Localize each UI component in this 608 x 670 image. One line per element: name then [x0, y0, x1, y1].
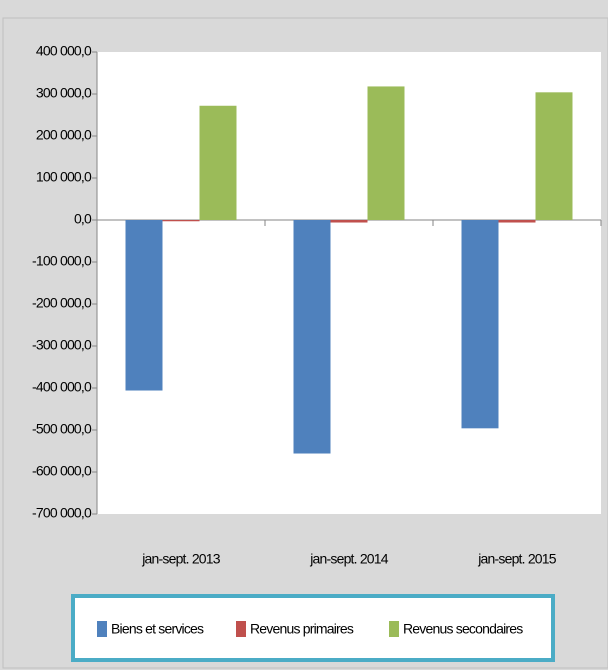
y-tick-label: -400 000,0 — [32, 379, 92, 395]
legend-label: Biens et services — [111, 621, 204, 637]
bar — [125, 220, 163, 391]
bar — [498, 220, 536, 223]
bar — [199, 105, 237, 220]
y-tick-label: -600 000,0 — [32, 463, 92, 479]
y-tick-label: 0,0 — [74, 211, 92, 227]
bar — [535, 92, 573, 220]
bar — [293, 220, 331, 454]
y-tick-label: -700 000,0 — [32, 505, 92, 521]
x-tick-label: jan-sept. 2014 — [309, 551, 389, 567]
y-tick-label: 100 000,0 — [36, 169, 92, 185]
legend-label: Revenus primaires — [250, 621, 354, 637]
y-tick-label: -100 000,0 — [32, 253, 92, 269]
x-tick-label: jan-sept. 2013 — [141, 551, 221, 567]
legend-box — [71, 594, 555, 662]
legend-swatch — [389, 621, 399, 637]
legend-swatch — [236, 621, 246, 637]
bar — [367, 86, 405, 220]
plot-area — [97, 52, 601, 514]
bar — [461, 220, 499, 429]
legend-label: Revenus secondaires — [403, 621, 523, 637]
y-tick-label: -500 000,0 — [32, 421, 92, 437]
y-tick-label: -300 000,0 — [32, 337, 92, 353]
y-tick-label: -200 000,0 — [32, 295, 92, 311]
x-tick-label: jan-sept. 2015 — [477, 551, 557, 567]
y-tick-label: 200 000,0 — [36, 127, 92, 143]
bar — [162, 220, 200, 222]
bar — [330, 220, 368, 223]
y-tick-label: 400 000,0 — [36, 43, 92, 59]
legend-swatch — [97, 621, 107, 637]
y-tick-label: 300 000,0 — [36, 85, 92, 101]
